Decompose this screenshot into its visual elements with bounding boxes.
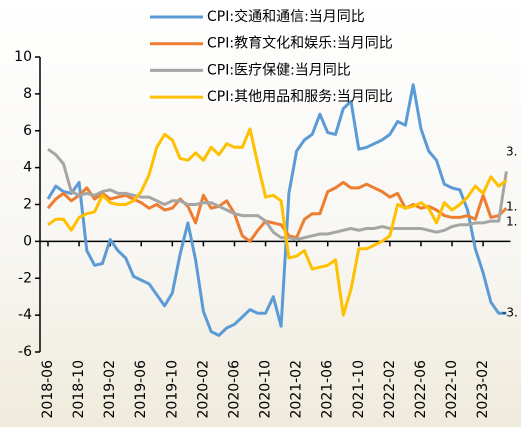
chart: -6 -4 -2 0 2 4 6 8 10 2018-06 2018-10 2019-02 2019-0… [0,0,521,427]
legend-label: CPI:医疗保健:当月同比 [207,62,351,78]
end-label: -3. [502,306,518,320]
end-label: 1. [506,215,517,229]
y-tick-label: -2 [18,270,32,286]
x-tick-label: 2021-10 [351,360,367,419]
x-tick-label: 2019-06 [133,360,149,419]
legend-label: CPI:其他用品和服务:当月同比 [207,89,393,105]
x-tick-label: 2020-10 [258,360,274,419]
x-tick-label: 2020-02 [195,360,211,419]
x-tick-label: 2020-06 [226,360,242,419]
x-tick-label: 2023-02 [475,360,491,419]
x-tick-label: 2018-06 [40,360,56,419]
legend-label: CPI:交通和通信:当月同比 [207,8,365,25]
y-tick-label: 2 [23,197,32,213]
x-tick-label: 2021-02 [289,360,305,419]
x-tick-label: 2018-10 [71,360,87,419]
y-tick-label: 10 [14,49,32,65]
y-tick-label: -4 [18,307,32,323]
y-tick-label: 4 [23,160,32,176]
legend-label: CPI:教育文化和娱乐:当月同比 [207,36,393,52]
x-tick-label: 2022-10 [444,360,460,419]
end-label: 3. [506,145,517,159]
x-tick-label: 2019-02 [102,360,118,419]
x-tick-label: 2022-06 [413,360,429,419]
y-tick-label: 0 [23,233,32,249]
y-tick-label: 8 [23,86,32,102]
x-tick-label: 2021-06 [320,360,336,419]
x-tick-label: 2022-02 [382,360,398,419]
x-tick-label: 2019-10 [164,360,180,419]
end-label: 1. [506,200,517,214]
y-tick-label: -6 [18,344,32,360]
y-tick-label: 6 [23,123,32,139]
